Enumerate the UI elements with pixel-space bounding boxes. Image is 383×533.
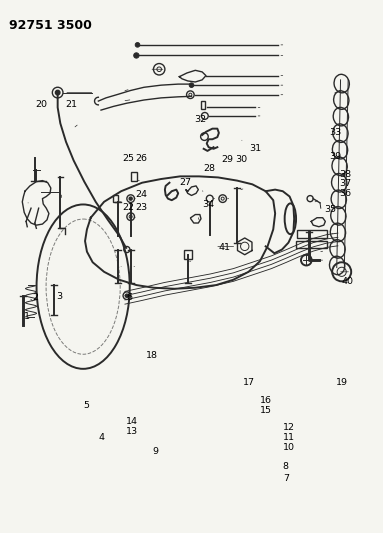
Text: 6: 6 [127,293,133,302]
Bar [184,249,192,259]
Text: 28: 28 [204,165,216,173]
Text: 20: 20 [35,100,47,109]
Text: 24: 24 [135,190,147,199]
Text: 3: 3 [57,292,63,301]
Text: 4: 4 [98,433,104,442]
Text: 17: 17 [243,377,255,386]
Text: 92751 3500: 92751 3500 [9,19,92,33]
Text: 27: 27 [179,178,192,187]
Text: 36: 36 [339,189,351,198]
Text: 15: 15 [260,406,272,415]
Text: 9: 9 [153,447,159,456]
Bar [201,101,205,109]
Text: 1: 1 [24,312,30,321]
Text: 13: 13 [126,427,138,437]
Text: 39: 39 [329,152,341,161]
Bar [297,230,327,238]
Text: 37: 37 [339,179,351,188]
Text: 12: 12 [283,423,295,432]
Text: 21: 21 [65,100,77,109]
Text: 26: 26 [135,154,147,163]
Text: 7: 7 [283,474,289,483]
Text: 29: 29 [221,155,233,164]
Text: 33: 33 [329,128,341,138]
Circle shape [129,197,132,200]
Circle shape [189,83,194,87]
Circle shape [125,294,128,297]
Text: 19: 19 [336,377,348,386]
Text: 35: 35 [324,205,336,214]
Circle shape [56,90,60,95]
Text: 25: 25 [122,154,134,163]
Circle shape [134,53,139,58]
Bar [131,172,137,181]
Text: 31: 31 [249,144,262,154]
Circle shape [135,43,140,47]
Text: 8: 8 [283,463,289,471]
Text: 16: 16 [260,396,272,405]
Text: 10: 10 [283,443,295,453]
Text: 22: 22 [122,203,134,212]
Text: 5: 5 [83,401,89,410]
Text: 23: 23 [135,203,147,212]
Text: 14: 14 [126,417,138,426]
Text: 2: 2 [33,293,39,302]
Text: 30: 30 [235,155,247,164]
Text: 40: 40 [342,277,354,286]
Text: 38: 38 [339,169,351,179]
Text: 41: 41 [219,243,231,252]
Text: 34: 34 [202,200,214,209]
Text: 11: 11 [283,433,295,442]
Text: 18: 18 [146,351,158,360]
Bar [113,196,118,202]
Bar [296,241,327,248]
Text: 32: 32 [195,115,207,124]
